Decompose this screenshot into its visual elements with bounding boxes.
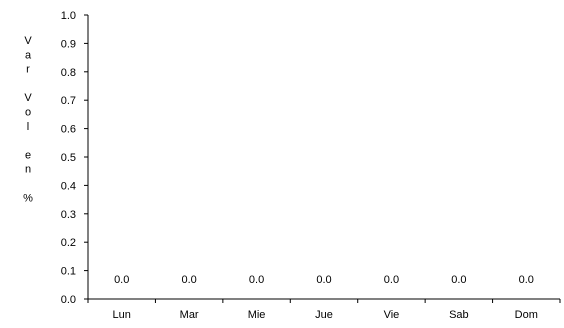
y-axis: 0.0 0.1 0.2 0.3 0.4 0.5 0.6 0.7 0.8 0.9 1.0 bbox=[61, 10, 89, 306]
x-tick-label: Mar bbox=[180, 309, 199, 321]
y-tick-label: 0.9 bbox=[61, 38, 76, 50]
data-labels: 0.0 0.0 0.0 0.0 0.0 0.0 0.0 bbox=[114, 274, 534, 286]
y-axis-label-char: r bbox=[26, 64, 30, 76]
y-tick-label: 1.0 bbox=[61, 10, 76, 22]
data-label: 0.0 bbox=[249, 274, 264, 286]
y-axis-label-char: a bbox=[25, 49, 32, 61]
y-axis-label-char: n bbox=[25, 164, 31, 176]
x-tick-label: Jue bbox=[315, 309, 333, 321]
y-tick-label: 0.5 bbox=[61, 152, 76, 164]
y-axis-label-char: e bbox=[25, 149, 31, 161]
y-tick-label: 0.6 bbox=[61, 124, 76, 136]
y-axis-label: Var Vol en% bbox=[23, 35, 33, 204]
data-label: 0.0 bbox=[181, 274, 196, 286]
data-label: 0.0 bbox=[384, 274, 399, 286]
y-axis-label-char: V bbox=[24, 92, 32, 104]
y-tick-label: 0.3 bbox=[61, 209, 76, 221]
y-axis-label-char: l bbox=[27, 121, 29, 133]
x-tick-label: Sab bbox=[449, 309, 469, 321]
y-tick-label: 0.1 bbox=[61, 266, 76, 278]
y-tick-label: 0.4 bbox=[61, 180, 76, 192]
y-axis-label-char: V bbox=[24, 35, 32, 47]
data-label: 0.0 bbox=[316, 274, 331, 286]
y-tick-label: 0.7 bbox=[61, 95, 76, 107]
y-tick-label: 0.2 bbox=[61, 237, 76, 249]
x-axis: Lun Mar Mie Jue Vie Sab Dom bbox=[87, 298, 561, 321]
y-axis-label-char: o bbox=[25, 107, 31, 119]
x-tick-label: Lun bbox=[113, 309, 131, 321]
data-label: 0.0 bbox=[519, 274, 534, 286]
y-tick-label: 0.0 bbox=[61, 294, 76, 306]
x-tick-label: Dom bbox=[515, 309, 538, 321]
data-label: 0.0 bbox=[114, 274, 129, 286]
data-label: 0.0 bbox=[451, 274, 466, 286]
y-tick-label: 0.8 bbox=[61, 67, 76, 79]
x-tick-label: Mie bbox=[248, 309, 266, 321]
x-tick-label: Vie bbox=[384, 309, 400, 321]
y-axis-label-char: % bbox=[23, 192, 33, 204]
